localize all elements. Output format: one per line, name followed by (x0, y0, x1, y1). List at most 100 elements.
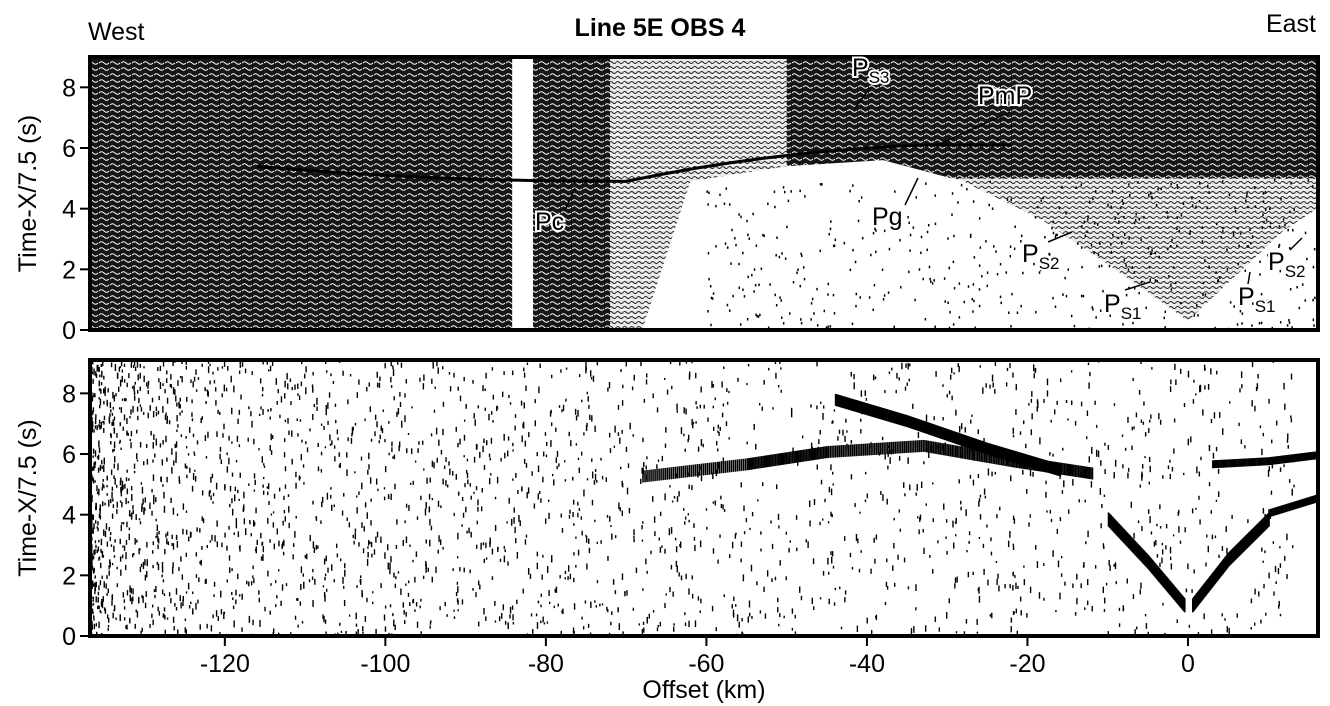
noise-dot (801, 322, 803, 325)
noise-dot (107, 541, 108, 546)
noise-dot (98, 622, 99, 628)
noise-dot (685, 449, 686, 452)
noise-dot (330, 495, 331, 499)
noise-dot (569, 432, 570, 436)
annotation: Pc (535, 208, 564, 236)
noise-dot (1014, 575, 1015, 578)
noise-dot (811, 302, 813, 305)
phase-pick (801, 450, 803, 462)
noise-dot (1112, 190, 1114, 193)
noise-dot (636, 568, 637, 573)
noise-dot (95, 575, 96, 578)
noise-dot (1088, 382, 1089, 388)
noise-dot (309, 428, 310, 431)
noise-dot (762, 407, 763, 411)
noise-dot (537, 552, 538, 557)
noise-dot (1095, 565, 1096, 568)
noise-dot (179, 412, 180, 415)
noise-dot (243, 492, 244, 499)
phase-pick (951, 445, 953, 457)
noise-dot (104, 416, 105, 420)
noise-dot (753, 290, 755, 293)
noise-dot (169, 592, 170, 596)
noise-dot (610, 448, 611, 453)
noise-dot (971, 415, 972, 417)
noise-dot (504, 556, 505, 563)
noise-dot (1165, 311, 1167, 314)
noise-dot (150, 431, 151, 436)
phase-pick (835, 445, 837, 457)
noise-dot (827, 558, 828, 565)
noise-dot (512, 443, 513, 446)
phase-pick (1068, 464, 1070, 476)
noise-dot (124, 379, 125, 383)
noise-dot (504, 549, 505, 552)
noise-dot (510, 402, 511, 404)
noise-dot (978, 588, 979, 591)
noise-dot (326, 556, 327, 562)
noise-dot (457, 443, 458, 447)
noise-dot (483, 608, 484, 614)
noise-dot (640, 479, 641, 484)
noise-dot (681, 427, 682, 434)
noise-dot (720, 427, 721, 431)
noise-dot (376, 421, 377, 427)
noise-dot (120, 500, 121, 502)
noise-dot (1292, 229, 1294, 232)
noise-dot (812, 298, 814, 301)
noise-dot (888, 291, 890, 294)
noise-dot (746, 220, 748, 223)
noise-dot (1149, 420, 1150, 423)
noise-dot (484, 559, 485, 563)
phase-pick (707, 463, 709, 475)
noise-dot (374, 431, 375, 436)
noise-dot (1218, 469, 1219, 474)
noise-dot (139, 518, 140, 520)
noise-dot (556, 466, 557, 469)
noise-dot (490, 473, 491, 475)
noise-dot (969, 531, 970, 535)
noise-dot (363, 548, 364, 553)
noise-dot (393, 620, 394, 627)
noise-dot (700, 405, 701, 409)
noise-dot (137, 407, 138, 412)
noise-dot (683, 434, 684, 437)
noise-dot (834, 602, 835, 605)
noise-dot (94, 480, 95, 482)
noise-dot (312, 414, 313, 420)
noise-dot (1292, 489, 1293, 496)
noise-dot (540, 621, 541, 624)
noise-dot (505, 621, 506, 625)
noise-dot (1166, 524, 1167, 528)
noise-dot (741, 542, 742, 547)
noise-dot (700, 599, 701, 604)
noise-dot (492, 549, 493, 555)
noise-dot (1116, 581, 1117, 584)
noise-dot (459, 567, 460, 571)
noise-dot (1251, 627, 1252, 629)
phase-pick (770, 455, 772, 467)
noise-dot (156, 532, 157, 536)
noise-dot (1176, 228, 1178, 231)
phase-pick (1225, 460, 1227, 468)
noise-dot (438, 440, 439, 446)
noise-dot (194, 454, 195, 456)
noise-dot (176, 441, 177, 447)
noise-dot (1160, 526, 1161, 528)
noise-dot (991, 613, 992, 619)
noise-dot (236, 523, 237, 528)
noise-dot (583, 490, 584, 497)
noise-dot (1028, 522, 1029, 526)
noise-dot (111, 601, 112, 606)
phase-pick (676, 467, 678, 479)
noise-dot (173, 543, 174, 550)
noise-dot (669, 587, 670, 592)
noise-dot (221, 542, 222, 547)
noise-dot (99, 508, 100, 514)
noise-dot (1062, 448, 1063, 451)
noise-dot (342, 577, 343, 584)
noise-dot (112, 392, 113, 399)
noise-dot (1104, 495, 1105, 497)
noise-dot (817, 324, 819, 327)
noise-dot (494, 601, 495, 606)
